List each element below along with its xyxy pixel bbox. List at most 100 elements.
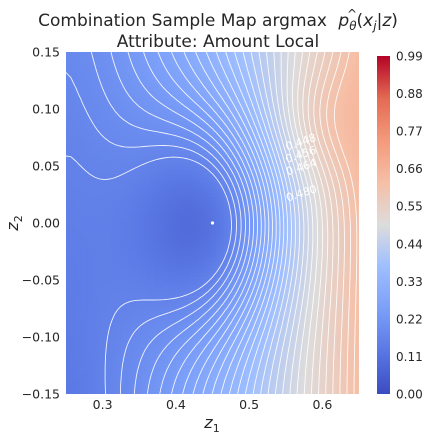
heatmap-cell xyxy=(230,192,236,197)
heatmap-cell xyxy=(150,257,155,262)
heatmap-cell xyxy=(73,200,78,205)
heatmap-cell xyxy=(66,166,71,171)
heatmap-cell xyxy=(245,261,250,266)
heatmap-cell xyxy=(175,105,181,110)
heatmap-cell xyxy=(172,340,177,346)
heatmap-cell xyxy=(230,55,236,61)
heatmap-cell xyxy=(87,367,93,372)
heatmap-cell xyxy=(234,337,239,342)
heatmap-cell xyxy=(69,321,74,327)
heatmap-cell xyxy=(69,97,74,102)
heatmap-cell xyxy=(69,253,74,258)
heatmap-cell xyxy=(128,249,133,254)
heatmap-cell xyxy=(172,325,177,330)
heatmap-cell xyxy=(197,124,203,129)
heatmap-cell xyxy=(234,325,239,330)
heatmap-cell xyxy=(219,249,225,254)
heatmap-cell xyxy=(109,295,115,300)
heatmap-cell xyxy=(197,116,203,121)
heatmap-cell xyxy=(80,196,85,201)
heatmap-cell xyxy=(87,211,93,216)
heatmap-cell xyxy=(216,135,221,140)
heatmap-cell xyxy=(120,261,126,266)
heatmap-cell xyxy=(69,173,74,178)
heatmap-cell xyxy=(260,344,265,349)
heatmap-cell xyxy=(197,139,203,144)
heatmap-cell xyxy=(69,128,74,133)
heatmap-cell xyxy=(84,321,89,327)
heatmap-cell xyxy=(117,82,122,87)
heatmap-cell xyxy=(234,257,239,262)
heatmap-cell xyxy=(197,367,203,372)
heatmap-cell xyxy=(109,143,115,148)
heatmap-cell xyxy=(161,169,166,175)
heatmap-cell xyxy=(234,97,239,102)
heatmap-cell xyxy=(223,314,228,319)
heatmap-cell xyxy=(175,185,181,190)
heatmap-cell xyxy=(216,196,221,201)
heatmap-cell xyxy=(84,245,89,251)
heatmap-cell xyxy=(256,215,261,220)
heatmap-cell xyxy=(172,71,177,76)
heatmap-cell xyxy=(109,280,115,285)
heatmap-cell xyxy=(216,192,221,197)
heatmap-cell xyxy=(98,52,104,57)
heatmap-cell xyxy=(157,207,162,213)
heatmap-cell xyxy=(263,249,269,254)
heatmap-cell xyxy=(142,162,148,167)
heatmap-cell xyxy=(212,302,217,308)
heatmap-cell xyxy=(153,386,159,391)
heatmap-cell xyxy=(219,306,225,311)
heatmap-cell xyxy=(245,192,250,197)
heatmap-cell xyxy=(263,188,269,194)
heatmap-cell xyxy=(142,219,148,224)
heatmap-cell xyxy=(238,139,243,144)
heatmap-cell xyxy=(252,112,258,118)
heatmap-cell xyxy=(201,261,206,266)
heatmap-cell xyxy=(263,352,269,357)
heatmap-cell xyxy=(219,90,225,95)
heatmap-cell xyxy=(106,101,111,106)
heatmap-cell xyxy=(212,310,217,315)
heatmap-cell xyxy=(179,367,184,372)
heatmap-cell xyxy=(175,337,181,342)
heatmap-cell xyxy=(95,215,100,220)
heatmap-cell xyxy=(212,249,217,254)
heatmap-cell xyxy=(190,234,195,239)
heatmap-cell xyxy=(120,162,126,167)
heatmap-cell xyxy=(131,162,137,167)
heatmap-cell xyxy=(117,359,122,365)
heatmap-cell xyxy=(106,340,111,346)
heatmap-cell xyxy=(109,204,115,209)
heatmap-cell xyxy=(95,219,100,224)
heatmap-cell xyxy=(120,287,126,292)
heatmap-cell xyxy=(128,333,133,338)
heatmap-cell xyxy=(131,211,137,216)
heatmap-cell xyxy=(179,329,184,334)
heatmap-cell xyxy=(256,211,261,216)
heatmap-cell xyxy=(241,268,247,273)
heatmap-cell xyxy=(183,116,188,121)
heatmap-cell xyxy=(249,245,254,251)
heatmap-cell xyxy=(146,321,151,327)
heatmap-cell xyxy=(186,169,192,175)
heatmap-cell xyxy=(186,82,192,87)
heatmap-cell xyxy=(135,196,140,201)
heatmap-cell xyxy=(252,375,258,380)
heatmap-cell xyxy=(139,245,144,251)
heatmap-cell xyxy=(91,128,96,133)
heatmap-cell xyxy=(73,329,78,334)
heatmap-cell xyxy=(234,314,239,319)
heatmap-cell xyxy=(95,162,100,167)
heatmap-cell xyxy=(139,215,144,220)
heatmap-cell xyxy=(73,367,78,372)
heatmap-cell xyxy=(216,207,221,213)
heatmap-cell xyxy=(128,340,133,346)
heatmap-cell xyxy=(194,302,199,308)
heatmap-cell xyxy=(245,386,250,391)
heatmap-cell xyxy=(208,63,214,68)
heatmap-cell xyxy=(157,325,162,330)
heatmap-cell xyxy=(186,314,192,319)
heatmap-cell xyxy=(175,188,181,194)
heatmap-cell xyxy=(98,74,104,80)
